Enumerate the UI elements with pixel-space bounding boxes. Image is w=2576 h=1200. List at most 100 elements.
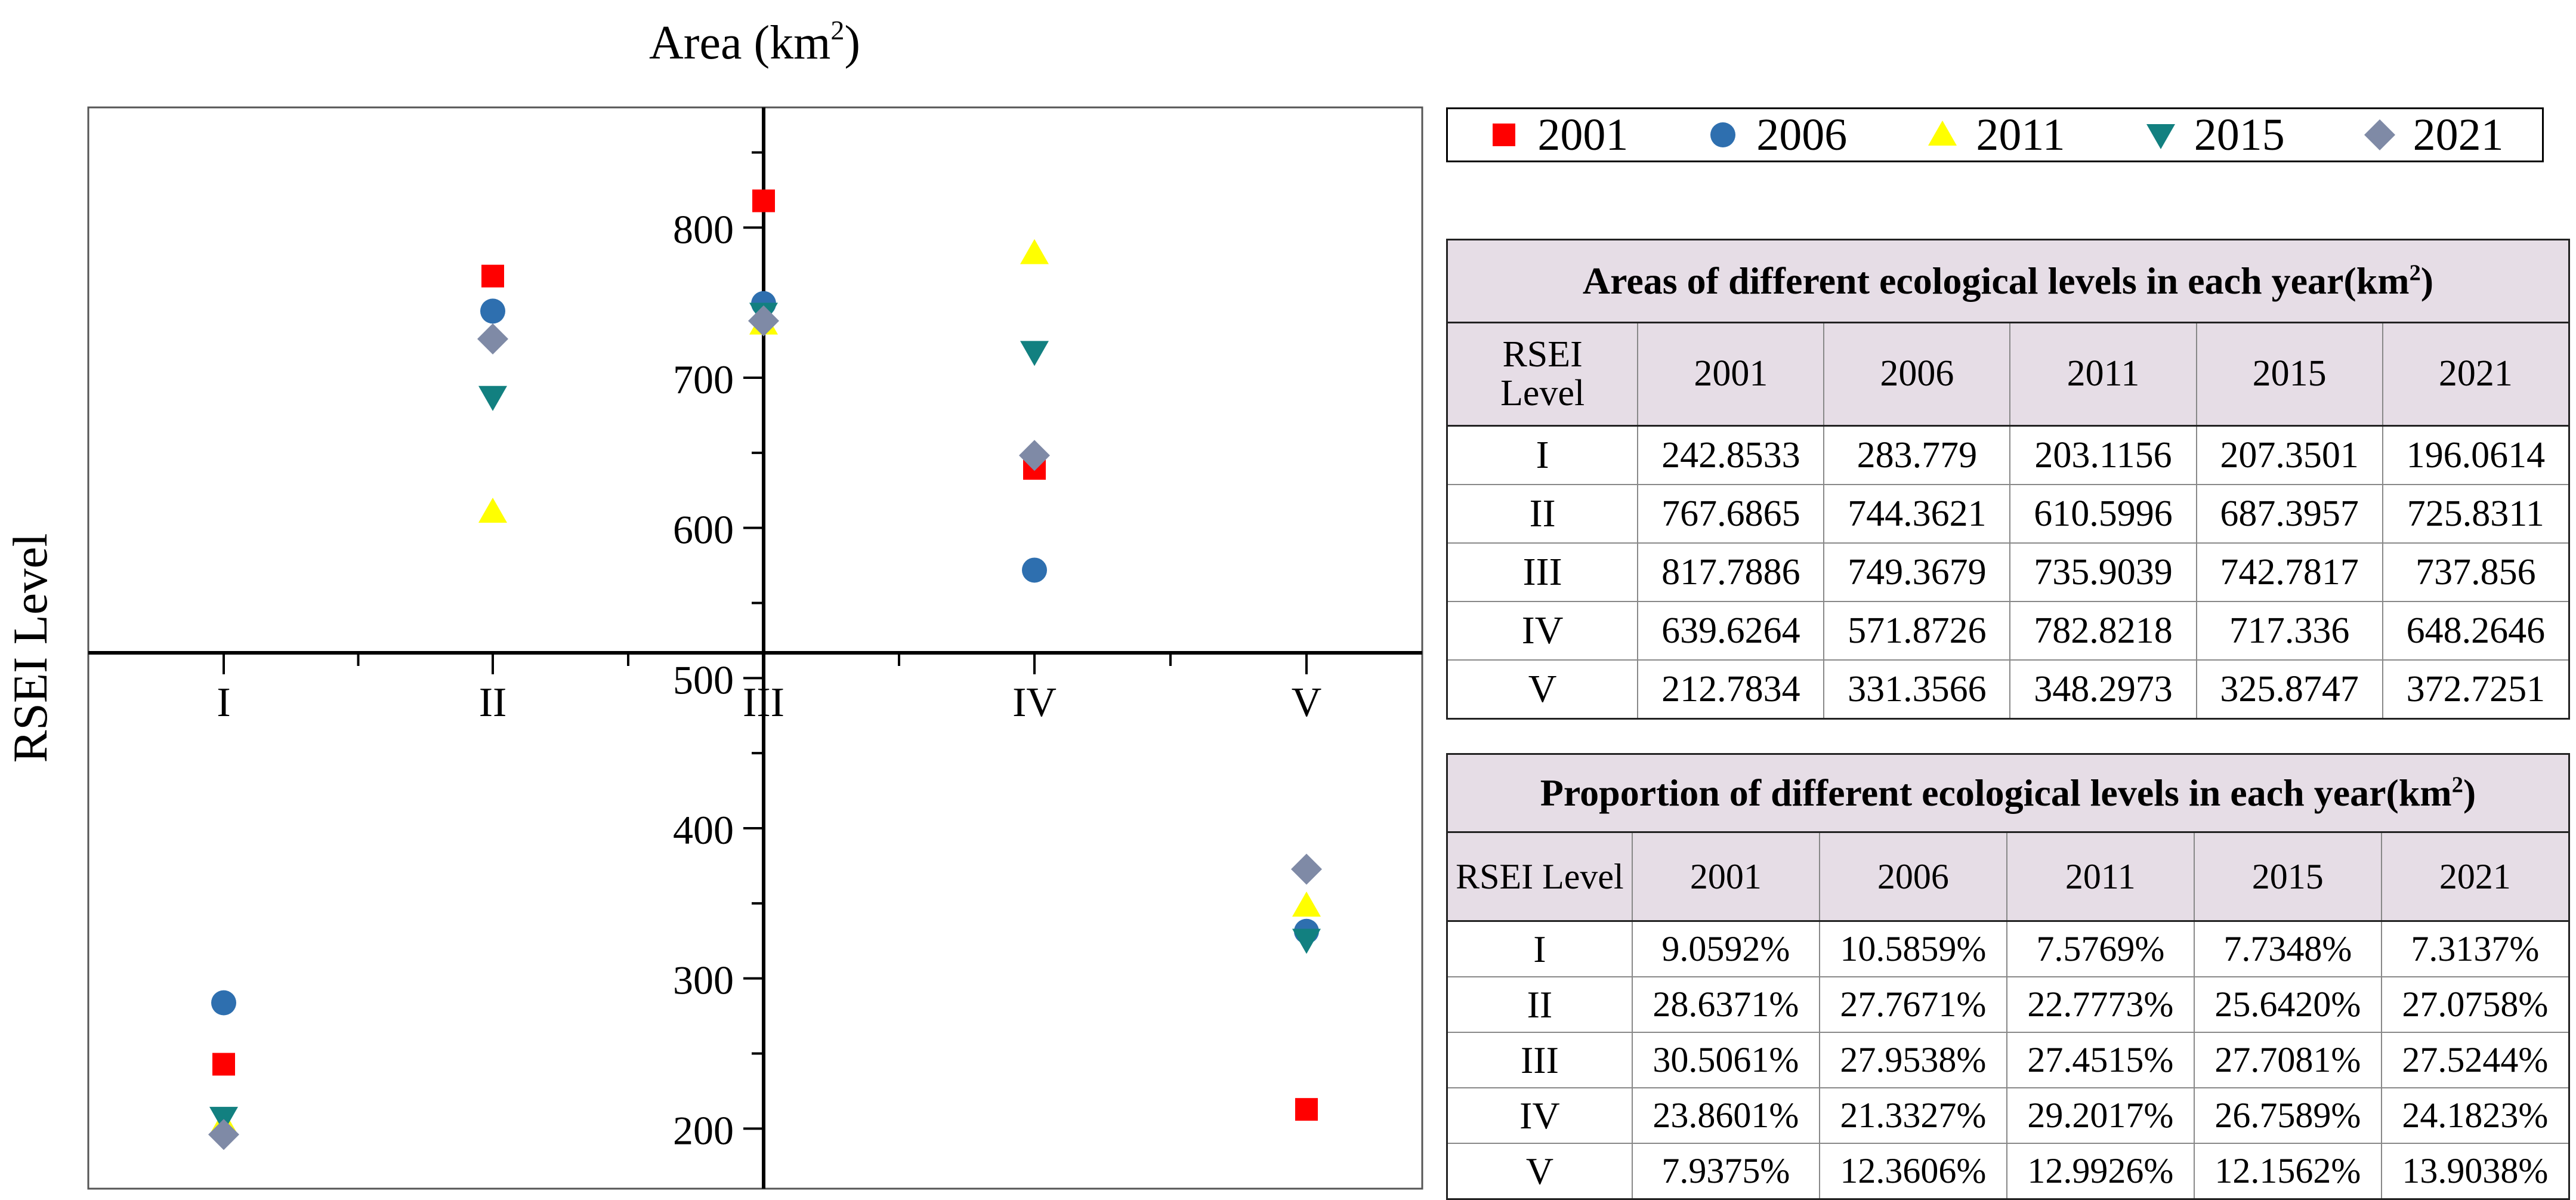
legend-item-2011: 2011 — [1886, 109, 2105, 161]
legend-item-2015: 2015 — [2104, 109, 2323, 161]
plot-frame — [87, 106, 1423, 1190]
point-2021-V — [1291, 853, 1322, 885]
proportion-level-cell: II — [1446, 976, 1633, 1033]
point-2001-V — [1295, 1098, 1318, 1121]
proportion-value-cell: 24.1823% — [2380, 1087, 2570, 1144]
proportion-year-header: 2015 — [2193, 831, 2382, 922]
point-2021-I — [208, 1119, 239, 1150]
proportion-year-header: 2006 — [1818, 831, 2007, 922]
proportion-value-cell: 13.9038% — [2380, 1143, 2570, 1200]
proportion-value-cell: 12.9926% — [2006, 1143, 2195, 1200]
table-row: V 212.7834 331.3566 348.2973 325.8747 372.725… — [1446, 659, 2570, 720]
areas-value-cell: 331.3566 — [1823, 659, 2011, 720]
scatter-chart: Area (km2) RSEI Level 200 300 400 500 600 700… — [3, 15, 1423, 1190]
y-tick-label: 300 — [673, 958, 734, 1003]
areas-value-cell: 767.6865 — [1637, 484, 1825, 544]
legend-item-2001: 2001 — [1448, 109, 1667, 161]
areas-level-cell: II — [1446, 484, 1639, 544]
point-2021-III — [748, 305, 779, 337]
legend-marker — [1493, 124, 1516, 146]
proportion-value-cell: 27.9538% — [1818, 1032, 2007, 1088]
areas-value-cell: 817.7886 — [1637, 542, 1825, 602]
table-row: IV 639.6264 571.8726 782.8218 717.336 648.264… — [1446, 601, 2570, 661]
point-2021-IV — [1019, 440, 1050, 471]
areas-value-cell: 782.8218 — [2009, 601, 2197, 661]
legend-label: 2015 — [2194, 109, 2285, 160]
proportion-level-header: RSEI Level — [1446, 831, 1633, 922]
areas-table-caption: Areas of different ecological levels in … — [1446, 239, 2570, 323]
legend-marker-diamond — [2364, 119, 2395, 150]
areas-year-header: 2001 — [1637, 322, 1825, 427]
areas-value-cell: 283.779 — [1823, 425, 2011, 485]
point-2001-III — [752, 189, 775, 212]
legend-label: 2006 — [1756, 109, 1848, 160]
areas-table: Areas of different ecological levels in … — [1446, 239, 2570, 720]
areas-value-cell: 203.1156 — [2009, 425, 2197, 485]
point-2006-I — [211, 990, 236, 1016]
areas-value-cell: 372.7251 — [2382, 659, 2570, 720]
areas-value-cell: 348.2973 — [2009, 659, 2197, 720]
point-2015-V — [1292, 928, 1321, 954]
proportion-level-cell: V — [1446, 1143, 1633, 1200]
proportion-level-cell: III — [1446, 1032, 1633, 1088]
areas-level-cell: V — [1446, 659, 1639, 720]
y-axis-title: Area (km2) — [649, 15, 860, 69]
proportion-value-cell: 21.3327% — [1818, 1087, 2007, 1144]
proportion-level-cell: IV — [1446, 1087, 1633, 1144]
y-tick-label: 400 — [673, 807, 734, 853]
areas-value-cell: 571.8726 — [1823, 601, 2011, 661]
legend-label: 2001 — [1537, 109, 1629, 160]
y-tick-label: 800 — [673, 206, 734, 252]
areas-value-cell: 735.9039 — [2009, 542, 2197, 602]
x-tick-label: IV — [1012, 680, 1057, 726]
proportion-value-cell: 9.0592% — [1631, 920, 1820, 977]
legend-marker — [1928, 121, 1957, 146]
proportion-value-cell: 27.5244% — [2380, 1032, 2570, 1088]
x-tick-label: III — [743, 680, 784, 726]
legend-label: 2011 — [1976, 109, 2065, 160]
point-2015-IV — [1020, 341, 1049, 366]
legend-marker — [1710, 122, 1736, 147]
point-2011-II — [478, 497, 507, 523]
proportion-level-cell: I — [1446, 920, 1633, 977]
areas-value-cell: 639.6264 — [1637, 601, 1825, 661]
x-tick-label: II — [479, 680, 507, 726]
areas-value-cell: 196.0614 — [2382, 425, 2570, 485]
legend-marker-square — [1493, 124, 1516, 146]
proportion-value-cell: 26.7589% — [2193, 1087, 2382, 1144]
areas-value-cell: 242.8533 — [1637, 425, 1825, 485]
areas-level-cell: III — [1446, 542, 1639, 602]
proportion-value-cell: 27.0758% — [2380, 976, 2570, 1033]
areas-value-cell: 687.3957 — [2195, 484, 2383, 544]
proportion-table-caption: Proportion of different ecological level… — [1446, 753, 2570, 833]
point-2011-IV — [1020, 239, 1049, 264]
point-2006-II — [480, 298, 505, 324]
proportion-value-cell: 27.7081% — [2193, 1032, 2382, 1088]
point-2021-II — [477, 323, 508, 354]
proportion-value-cell: 22.7773% — [2006, 976, 2195, 1033]
proportion-value-cell: 12.1562% — [2193, 1143, 2382, 1200]
areas-value-cell: 212.7834 — [1637, 659, 1825, 720]
legend: 2001 2006 2011 2015 2021 — [1446, 107, 2544, 162]
proportion-value-cell: 27.4515% — [2006, 1032, 2195, 1088]
proportion-value-cell: 25.6420% — [2193, 976, 2382, 1033]
legend-marker-circle — [1710, 122, 1736, 147]
legend-marker-triangle-up — [1928, 121, 1957, 146]
areas-value-cell: 742.7817 — [2195, 542, 2383, 602]
areas-value-cell: 737.856 — [2382, 542, 2570, 602]
legend-item-2021: 2021 — [2323, 109, 2542, 161]
table-row: I 242.8533 283.779 203.1156 207.3501 196.0614 — [1446, 425, 2570, 485]
areas-year-header: 2011 — [2009, 322, 2197, 427]
point-2001-II — [481, 264, 504, 288]
proportion-value-cell: 23.8601% — [1631, 1087, 1820, 1144]
x-axis-title: RSEI Level — [3, 533, 57, 763]
table-row: II 767.6865 744.3621 610.5996 687.3957 725.83… — [1446, 484, 2570, 544]
areas-level-header: RSEI Level — [1446, 322, 1639, 427]
proportion-value-cell: 29.2017% — [2006, 1087, 2195, 1144]
data-points — [208, 189, 1322, 1150]
areas-value-cell: 725.8311 — [2382, 484, 2570, 544]
areas-value-cell: 610.5996 — [2009, 484, 2197, 544]
x-tick-label: V — [1292, 680, 1322, 726]
y-tick-label: 600 — [673, 507, 734, 553]
